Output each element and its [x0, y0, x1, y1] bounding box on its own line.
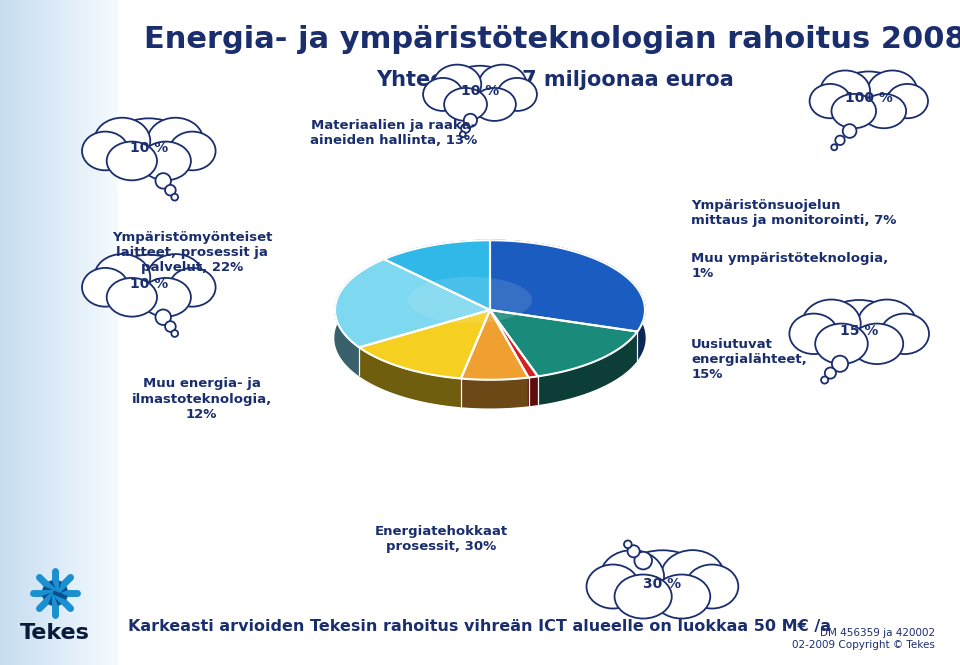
Ellipse shape — [408, 277, 532, 323]
Text: Tekes: Tekes — [20, 623, 90, 643]
Polygon shape — [490, 240, 645, 332]
Polygon shape — [490, 310, 538, 378]
Ellipse shape — [169, 268, 216, 307]
Polygon shape — [490, 310, 637, 376]
Ellipse shape — [600, 550, 664, 603]
Ellipse shape — [831, 144, 837, 150]
Ellipse shape — [156, 173, 171, 189]
Ellipse shape — [433, 65, 481, 104]
Polygon shape — [538, 332, 637, 404]
Ellipse shape — [835, 136, 845, 145]
Ellipse shape — [660, 550, 725, 603]
Text: Yhteensä 207 miljoonaa euroa: Yhteensä 207 miljoonaa euroa — [376, 70, 733, 90]
Ellipse shape — [460, 132, 466, 137]
Ellipse shape — [832, 356, 848, 372]
Text: 10 %: 10 % — [130, 277, 168, 291]
Ellipse shape — [628, 545, 639, 557]
Ellipse shape — [110, 118, 187, 172]
Ellipse shape — [819, 300, 900, 356]
Ellipse shape — [843, 124, 856, 138]
Bar — [118, 0, 960, 665]
Ellipse shape — [587, 565, 639, 608]
Ellipse shape — [887, 84, 928, 118]
Ellipse shape — [82, 268, 129, 307]
Polygon shape — [335, 259, 490, 347]
Ellipse shape — [464, 114, 477, 127]
Polygon shape — [384, 240, 490, 287]
Text: 15 %: 15 % — [840, 324, 878, 338]
Ellipse shape — [444, 88, 487, 121]
Text: Energia- ja ympäristöteknologian rahoitus 2008: Energia- ja ympäristöteknologian rahoitu… — [144, 25, 960, 55]
Ellipse shape — [497, 78, 537, 111]
Text: Materiaalien ja raaka-
aineiden hallinta, 13%: Materiaalien ja raaka- aineiden hallinta… — [310, 119, 477, 147]
Ellipse shape — [868, 70, 917, 112]
Ellipse shape — [821, 70, 870, 112]
Ellipse shape — [815, 324, 868, 364]
Ellipse shape — [165, 321, 176, 332]
Polygon shape — [384, 240, 490, 310]
Ellipse shape — [857, 299, 917, 348]
Text: 10 %: 10 % — [130, 141, 168, 155]
Ellipse shape — [473, 88, 516, 121]
Ellipse shape — [789, 314, 838, 354]
Text: Energiatehokkaat
prosessit, 30%: Energiatehokkaat prosessit, 30% — [375, 525, 508, 553]
Text: Ympäristömyönteiset
laitteet, prosessit ja
palvelut, 22%: Ympäristömyönteiset laitteet, prosessit … — [111, 231, 273, 274]
Ellipse shape — [165, 185, 176, 196]
Polygon shape — [335, 259, 384, 375]
Ellipse shape — [147, 118, 204, 164]
Text: Muu energia- ja
ilmastoteknologia,
12%: Muu energia- ja ilmastoteknologia, 12% — [132, 378, 272, 420]
Ellipse shape — [685, 565, 738, 608]
Text: 30 %: 30 % — [643, 577, 682, 591]
Polygon shape — [359, 347, 461, 406]
Ellipse shape — [107, 278, 157, 317]
Ellipse shape — [107, 142, 157, 180]
Ellipse shape — [94, 254, 151, 301]
Ellipse shape — [147, 254, 204, 301]
Ellipse shape — [82, 132, 129, 170]
Text: Uusiutuvat
energialähteet,
15%: Uusiutuvat energialähteet, 15% — [691, 338, 807, 380]
Ellipse shape — [618, 550, 707, 610]
Ellipse shape — [880, 314, 929, 354]
Text: Muu ympäristöteknologia,
1%: Muu ympäristöteknologia, 1% — [691, 252, 888, 280]
Ellipse shape — [614, 575, 672, 618]
Ellipse shape — [624, 541, 632, 548]
Ellipse shape — [635, 552, 652, 569]
Ellipse shape — [851, 324, 903, 364]
Text: 10 %: 10 % — [461, 84, 499, 98]
Polygon shape — [461, 378, 529, 408]
Ellipse shape — [140, 278, 191, 317]
Ellipse shape — [479, 65, 527, 104]
Ellipse shape — [156, 309, 171, 325]
Ellipse shape — [825, 368, 836, 378]
Ellipse shape — [171, 194, 179, 201]
Ellipse shape — [171, 330, 179, 337]
Text: DM 456359 ja 420002
02-2009 Copyright © Tekes: DM 456359 ja 420002 02-2009 Copyright © … — [792, 628, 935, 650]
Text: Karkeasti arvioiden Tekesin rahoitus vihreän ICT alueelle on luokkaa 50 M€ /a: Karkeasti arvioiden Tekesin rahoitus vih… — [129, 620, 831, 634]
Ellipse shape — [110, 255, 187, 308]
Ellipse shape — [861, 94, 906, 128]
Text: 100 %: 100 % — [845, 91, 893, 105]
Ellipse shape — [831, 94, 876, 128]
Ellipse shape — [169, 132, 216, 170]
Ellipse shape — [821, 376, 828, 384]
Ellipse shape — [94, 118, 151, 164]
Ellipse shape — [140, 142, 191, 180]
Ellipse shape — [335, 268, 645, 408]
Polygon shape — [529, 376, 538, 406]
Polygon shape — [461, 310, 529, 380]
Ellipse shape — [802, 299, 861, 348]
Polygon shape — [490, 240, 645, 360]
Ellipse shape — [447, 66, 513, 111]
Ellipse shape — [834, 71, 903, 118]
Text: Ympäristönsuojelun
mittaus ja monitorointi, 7%: Ympäristönsuojelun mittaus ja monitoroin… — [691, 199, 897, 227]
Ellipse shape — [461, 124, 470, 133]
Ellipse shape — [423, 78, 463, 111]
Ellipse shape — [809, 84, 851, 118]
Polygon shape — [359, 310, 490, 378]
Ellipse shape — [653, 575, 710, 618]
